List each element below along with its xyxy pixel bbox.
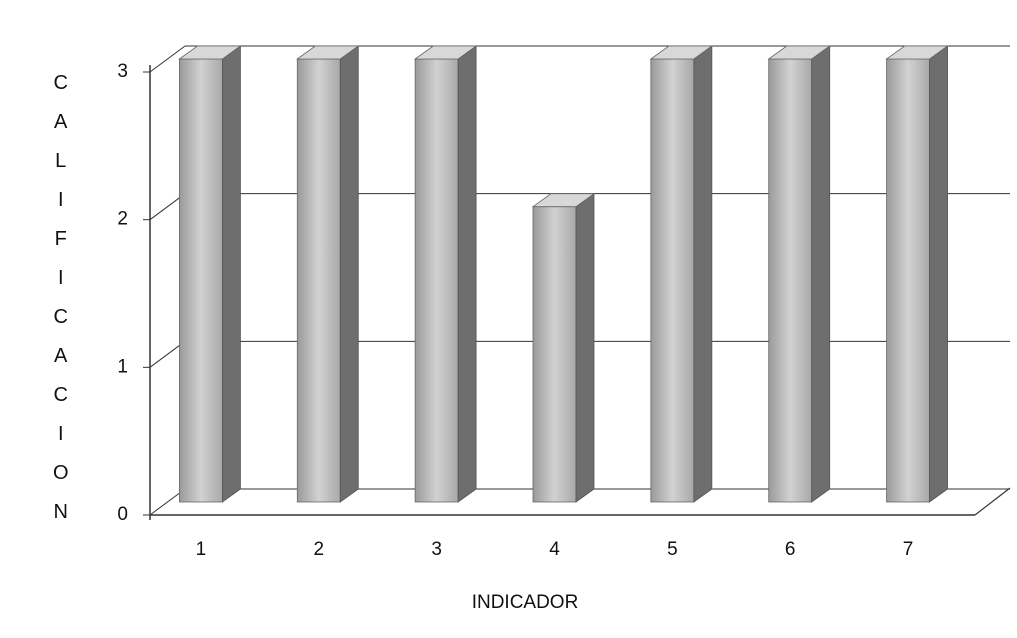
bar-side <box>222 45 241 503</box>
bar-top <box>649 45 714 60</box>
x-tick-label: 6 <box>785 539 796 560</box>
bar <box>886 58 930 503</box>
x-tick-label: 7 <box>903 539 914 560</box>
bar-top <box>885 45 949 60</box>
bar <box>179 58 223 503</box>
x-tick-label: 5 <box>667 539 678 560</box>
x-axis-label: INDICADOR <box>472 592 579 613</box>
bar <box>768 58 813 503</box>
x-tick-label: 2 <box>313 539 324 560</box>
y-tick-label: 0 <box>117 504 128 525</box>
floor-edge <box>974 487 1011 516</box>
bar-side <box>457 45 477 503</box>
grid-line <box>149 45 186 73</box>
bar-side <box>339 45 359 503</box>
bar-side <box>575 192 595 503</box>
x-tick-label: 4 <box>549 539 560 560</box>
y-axis-label: CALIFICACION <box>50 72 72 540</box>
bar <box>296 58 341 503</box>
bar-top <box>531 193 596 208</box>
bar-top <box>413 45 478 60</box>
bar-side <box>811 45 831 503</box>
bar <box>532 206 577 503</box>
bar <box>650 58 695 503</box>
bar <box>414 58 459 503</box>
y-tick-label: 1 <box>117 356 128 377</box>
x-tick-label: 3 <box>431 539 442 560</box>
bar-top <box>178 45 242 60</box>
x-tick-label: 1 <box>196 539 207 560</box>
bar-side <box>693 45 713 503</box>
bar-top <box>767 45 831 60</box>
bar-top <box>296 45 360 60</box>
bar-side <box>929 45 948 503</box>
y-tick-label: 2 <box>117 209 128 230</box>
y-tick-label: 3 <box>117 61 128 82</box>
